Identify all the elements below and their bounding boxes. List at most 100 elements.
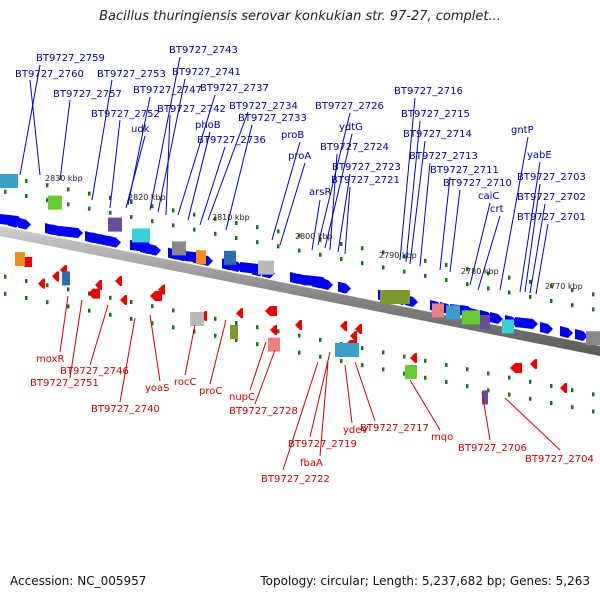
- gene-label[interactable]: BT9727_2740: [91, 404, 160, 415]
- ring-dot: [4, 274, 7, 279]
- gene-label[interactable]: BT9727_2760: [15, 69, 84, 80]
- genome-summary: Topology: circular; Length: 5,237,682 bp…: [260, 574, 590, 588]
- gene-label[interactable]: proC: [199, 386, 222, 397]
- reverse-gene: [510, 363, 522, 373]
- gene-label[interactable]: BT9727_2703: [517, 172, 586, 183]
- gene-label[interactable]: BT9727_2737: [200, 83, 269, 94]
- gene-label[interactable]: BT9727_2719: [288, 439, 357, 450]
- ring-dot: [109, 210, 112, 215]
- gene-label[interactable]: rocC: [174, 377, 197, 388]
- reverse-gene: [236, 308, 243, 319]
- gene-label[interactable]: BT9727_2747: [133, 85, 202, 96]
- gene-label[interactable]: phoB: [195, 120, 221, 131]
- gene-label[interactable]: BT9727_2715: [401, 109, 470, 120]
- gene-label[interactable]: BT9727_2723: [332, 162, 401, 173]
- ring-dot: [319, 252, 322, 257]
- gene-label[interactable]: yabE: [527, 150, 552, 161]
- gene-label[interactable]: BT9727_2717: [360, 423, 429, 434]
- gene-label[interactable]: BT9727_2710: [443, 178, 512, 189]
- gene-label[interactable]: BT9727_2702: [517, 192, 586, 203]
- ring-dot: [88, 191, 91, 196]
- gene-label[interactable]: BT9727_2701: [517, 212, 586, 223]
- gene-label[interactable]: udk: [131, 124, 150, 135]
- ring-dot: [298, 248, 301, 253]
- gene-label[interactable]: BT9727_2713: [409, 151, 478, 162]
- gene-label[interactable]: proA: [288, 151, 311, 162]
- cog-box: [224, 250, 236, 265]
- ring-dot: [151, 204, 154, 209]
- ring-dot: [361, 363, 364, 368]
- cog-box: [502, 319, 514, 334]
- gene-label[interactable]: caiC: [478, 191, 499, 202]
- gene-label[interactable]: ydeV: [343, 425, 368, 436]
- gene-label[interactable]: BT9727_2721: [331, 175, 400, 186]
- ring-dot: [361, 346, 364, 351]
- gene-label[interactable]: moxR: [36, 354, 64, 365]
- tick-label[interactable]: 2830 kbp: [45, 174, 83, 183]
- leader-line: [409, 379, 441, 431]
- tick-label[interactable]: 2780 kbp: [461, 267, 499, 276]
- tick-label[interactable]: 2770 kbp: [545, 282, 583, 291]
- gene-label[interactable]: nupC: [229, 392, 255, 403]
- tick-label[interactable]: 2790 kbp: [379, 251, 417, 260]
- ring-dot: [550, 401, 553, 405]
- ring-dot: [403, 354, 406, 359]
- ring-dot: [109, 312, 112, 317]
- gene-label[interactable]: BT9727_2711: [430, 165, 499, 176]
- gene-label[interactable]: fbaA: [300, 458, 323, 469]
- ring-dot: [214, 231, 217, 236]
- gene-label[interactable]: BT9727_2736: [197, 135, 266, 146]
- ring-dot: [298, 333, 301, 338]
- gene-label[interactable]: BT9727_2751: [30, 378, 99, 389]
- ring-dot: [214, 333, 217, 338]
- gene-label[interactable]: BT9727_2743: [169, 45, 238, 56]
- gene-label[interactable]: proB: [281, 130, 304, 141]
- gene-label[interactable]: BT9727_2752: [91, 109, 160, 120]
- ring-dot: [88, 308, 91, 313]
- tick-label[interactable]: 2820 kbp: [128, 193, 166, 202]
- forward-gene: [515, 317, 538, 329]
- gene-label[interactable]: BT9727_2706: [458, 443, 527, 454]
- reverse-gene: [158, 284, 165, 295]
- tick-label[interactable]: 2800 kbp: [295, 232, 333, 241]
- ring-dot: [235, 221, 238, 225]
- gene-label[interactable]: BT9727_2753: [97, 69, 166, 80]
- gene-label[interactable]: BT9727_2716: [394, 86, 463, 97]
- gene-label[interactable]: gntP: [511, 125, 534, 136]
- gene-label[interactable]: crt: [490, 204, 504, 215]
- cog-box: [268, 337, 280, 352]
- ring-dot: [445, 363, 448, 367]
- ring-dot: [382, 265, 385, 270]
- cog-box: [432, 303, 444, 318]
- gene-label[interactable]: yoaS: [145, 383, 170, 394]
- gene-label[interactable]: BT9727_2733: [238, 113, 307, 124]
- gene-label[interactable]: BT9727_2722: [261, 474, 330, 485]
- ring-dot: [382, 250, 385, 255]
- gene-label[interactable]: BT9727_2728: [229, 406, 298, 417]
- gene-label[interactable]: BT9727_2734: [229, 101, 298, 112]
- gene-label[interactable]: BT9727_2704: [525, 454, 594, 465]
- gene-label[interactable]: BT9727_2746: [60, 366, 129, 377]
- leader-line: [165, 114, 171, 216]
- forward-gene: [320, 278, 333, 290]
- gene-label[interactable]: BT9727_2741: [172, 67, 241, 78]
- cog-box: [482, 390, 488, 405]
- leader-line: [409, 140, 426, 265]
- gene-label[interactable]: ydtG: [339, 122, 363, 133]
- leader-line: [119, 317, 136, 403]
- gene-label[interactable]: BT9727_2726: [315, 101, 384, 112]
- ring-dot: [592, 292, 595, 297]
- leader-line: [519, 161, 541, 293]
- cog-box: [15, 252, 25, 266]
- ring-dot: [445, 263, 448, 267]
- ring-dot: [151, 304, 154, 309]
- gene-label[interactable]: arsR: [309, 187, 331, 198]
- gene-label[interactable]: mqo: [431, 432, 453, 443]
- gene-label[interactable]: BT9727_2759: [36, 53, 105, 64]
- gene-label[interactable]: BT9727_2742: [157, 104, 226, 115]
- tick-label[interactable]: 2810 kbp: [212, 213, 250, 222]
- gene-label[interactable]: BT9727_2714: [403, 129, 472, 140]
- gene-label[interactable]: BT9727_2724: [320, 142, 389, 153]
- gene-label[interactable]: BT9727_2757: [53, 89, 122, 100]
- ring-dot: [445, 278, 448, 282]
